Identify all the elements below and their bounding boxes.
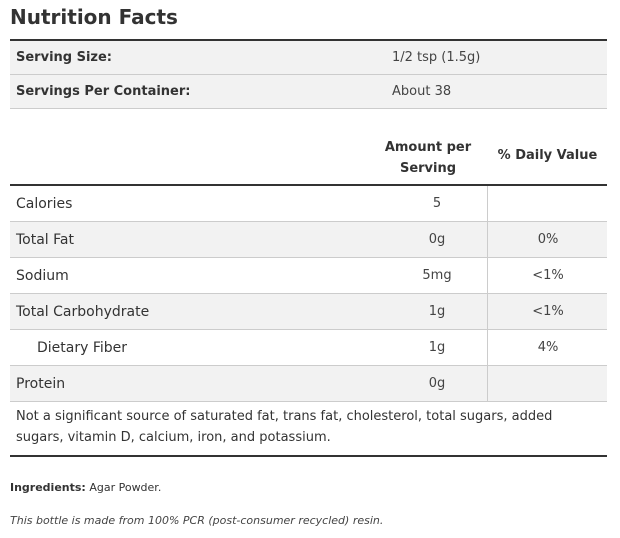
table-row: Sodium 5mg <1% xyxy=(10,258,607,294)
servings-per-container-row: Servings Per Container: About 38 xyxy=(10,74,607,108)
nutrient-daily-value: 4% xyxy=(487,330,608,365)
nutrient-daily-value: <1% xyxy=(487,294,608,329)
table-row: Calories 5 xyxy=(10,186,607,222)
pcr-note: This bottle is made from 100% PCR (post-… xyxy=(10,514,384,527)
nutrient-daily-value xyxy=(487,186,608,221)
nutrient-daily-value: <1% xyxy=(487,258,608,293)
ingredients-value: Agar Powder. xyxy=(85,481,162,494)
amount-per-serving-header: Amount per Serving xyxy=(378,137,478,179)
serving-info-table: Serving Size: 1/2 tsp (1.5g) Servings Pe… xyxy=(10,39,607,109)
nutrient-name: Sodium xyxy=(16,268,69,284)
nutrient-name: Protein xyxy=(16,376,66,392)
nutrient-name: Total Carbohydrate xyxy=(16,304,150,320)
ingredients-line: Ingredients: Agar Powder. xyxy=(10,481,161,494)
servings-per-container-value: About 38 xyxy=(392,84,452,99)
ingredients-label: Ingredients: xyxy=(10,481,86,494)
servings-per-container-label: Servings Per Container: xyxy=(16,84,191,99)
nutrient-amount: 5 xyxy=(432,196,442,211)
table-row: Dietary Fiber 1g 4% xyxy=(10,330,607,366)
nutrient-amount: 1g xyxy=(428,304,446,319)
nutrient-name: Calories xyxy=(16,196,73,212)
serving-size-value: 1/2 tsp (1.5g) xyxy=(392,50,481,65)
table-row: Protein 0g xyxy=(10,366,607,402)
nutrient-amount: 0g xyxy=(428,232,446,247)
nutrient-amount: 1g xyxy=(428,340,446,355)
serving-size-row: Serving Size: 1/2 tsp (1.5g) xyxy=(10,41,607,74)
page-title: Nutrition Facts xyxy=(10,5,178,29)
amount-header-line2: Serving xyxy=(399,161,457,176)
nutrient-name: Dietary Fiber xyxy=(37,340,128,356)
daily-value-header: % Daily Value xyxy=(497,148,598,163)
nutrient-daily-value xyxy=(487,366,608,401)
table-row: Total Carbohydrate 1g <1% xyxy=(10,294,607,330)
table-row: Total Fat 0g 0% xyxy=(10,222,607,258)
nutrient-table: Calories 5 Total Fat 0g 0% Sodium 5mg <1… xyxy=(10,184,607,402)
nutrient-amount: 5mg xyxy=(422,268,452,283)
amount-header-line1: Amount per xyxy=(384,140,472,155)
nutrient-amount: 0g xyxy=(428,376,446,391)
nutrition-footnote: Not a significant source of saturated fa… xyxy=(10,400,607,457)
serving-size-label: Serving Size: xyxy=(16,50,113,65)
nutrient-name: Total Fat xyxy=(16,232,74,248)
footnote-text: Not a significant source of saturated fa… xyxy=(16,409,553,445)
nutrient-daily-value: 0% xyxy=(487,222,608,257)
nutrient-table-header: Amount per Serving % Daily Value xyxy=(10,133,607,183)
